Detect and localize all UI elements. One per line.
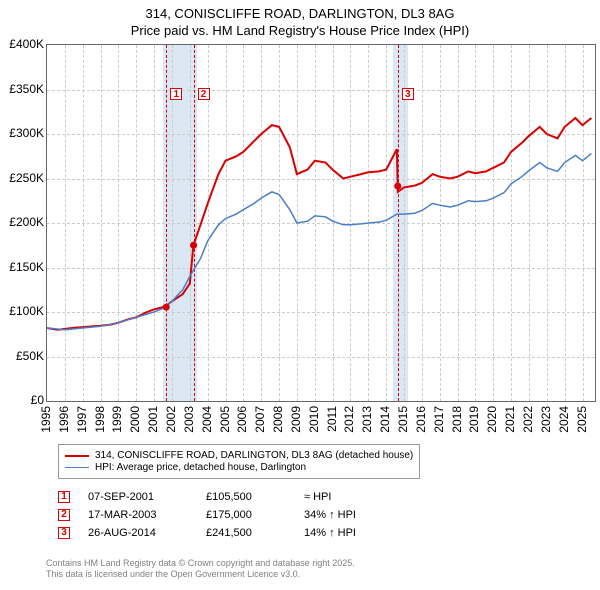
- events-row: 1 07-SEP-2001 £105,500 ≈ HPI: [58, 488, 394, 506]
- x-axis-label: 2022: [521, 406, 535, 433]
- event-note: 34% ↑ HPI: [304, 509, 394, 521]
- x-axis-label: 2011: [325, 406, 339, 432]
- x-axis-label: 2019: [467, 406, 481, 433]
- legend-swatch: [65, 455, 89, 457]
- x-axis-label: 2015: [396, 406, 410, 433]
- x-axis-label: 2006: [235, 406, 249, 433]
- data-point: [190, 242, 197, 249]
- x-axis-label: 2021: [503, 406, 517, 433]
- data-point: [394, 183, 401, 190]
- series-hpi: [47, 154, 591, 330]
- event-number-badge: 2: [58, 509, 70, 521]
- legend-item: HPI: Average price, detached house, Darl…: [65, 462, 413, 473]
- y-axis-label: £300K: [0, 126, 44, 140]
- y-axis-label: £150K: [0, 260, 44, 274]
- events-row: 3 26-AUG-2014 £241,500 14% ↑ HPI: [58, 524, 394, 542]
- x-axis-label: 2014: [378, 406, 392, 433]
- event-date: 17-MAR-2003: [88, 509, 188, 521]
- x-axis-label: 2002: [164, 406, 178, 433]
- legend-label: HPI: Average price, detached house, Darl…: [95, 462, 306, 473]
- x-axis-label: 2001: [146, 406, 160, 433]
- x-axis-label: 2008: [271, 406, 285, 433]
- x-axis-label: 2017: [432, 406, 446, 433]
- x-axis-label: 2012: [342, 406, 356, 433]
- x-axis-label: 2009: [289, 406, 303, 433]
- legend-label: 314, CONISCLIFFE ROAD, DARLINGTON, DL3 8…: [95, 450, 413, 461]
- event-note: 14% ↑ HPI: [304, 527, 394, 539]
- x-axis-label: 2000: [128, 406, 142, 433]
- x-axis-label: 1996: [57, 406, 71, 433]
- x-axis-label: 2003: [182, 406, 196, 433]
- x-axis-label: 1995: [39, 406, 53, 433]
- event-date: 07-SEP-2001: [88, 491, 188, 503]
- y-axis-label: £100K: [0, 304, 44, 318]
- y-axis-label: £50K: [0, 349, 44, 363]
- x-axis-label: 2016: [414, 406, 428, 433]
- chart-svg: [47, 45, 595, 401]
- legend-swatch: [65, 467, 89, 468]
- title-line-2: Price paid vs. HM Land Registry's House …: [0, 23, 600, 40]
- x-axis-label: 2023: [539, 406, 553, 433]
- x-axis-label: 2005: [218, 406, 232, 433]
- plot-area: 123: [46, 44, 596, 402]
- legend: 314, CONISCLIFFE ROAD, DARLINGTON, DL3 8…: [58, 444, 420, 479]
- legend-item: 314, CONISCLIFFE ROAD, DARLINGTON, DL3 8…: [65, 450, 413, 461]
- event-number-badge: 1: [58, 491, 70, 503]
- y-axis-label: £400K: [0, 37, 44, 51]
- y-axis-label: £0: [0, 393, 44, 407]
- event-number-badge: 3: [58, 527, 70, 539]
- data-point: [163, 304, 170, 311]
- x-axis-label: 2013: [360, 406, 374, 433]
- x-axis-label: 1997: [75, 406, 89, 433]
- x-axis-label: 2010: [307, 406, 321, 433]
- x-axis-label: 2007: [253, 406, 267, 433]
- y-axis-label: £250K: [0, 171, 44, 185]
- chart-title: 314, CONISCLIFFE ROAD, DARLINGTON, DL3 8…: [0, 0, 600, 40]
- footer-line-1: Contains HM Land Registry data © Crown c…: [46, 558, 355, 569]
- event-note: ≈ HPI: [304, 491, 394, 503]
- y-axis-label: £350K: [0, 82, 44, 96]
- x-axis-label: 2018: [450, 406, 464, 433]
- x-axis-label: 2020: [485, 406, 499, 433]
- x-axis-label: 1998: [93, 406, 107, 433]
- event-date: 26-AUG-2014: [88, 527, 188, 539]
- x-axis-label: 2025: [575, 406, 589, 433]
- y-axis-label: £200K: [0, 215, 44, 229]
- footer-line-2: This data is licensed under the Open Gov…: [46, 569, 355, 580]
- event-price: £175,000: [206, 509, 286, 521]
- title-line-1: 314, CONISCLIFFE ROAD, DARLINGTON, DL3 8…: [0, 6, 600, 23]
- x-axis-label: 1999: [110, 406, 124, 433]
- x-axis-label: 2004: [200, 406, 214, 433]
- event-price: £241,500: [206, 527, 286, 539]
- x-axis-label: 2024: [557, 406, 571, 433]
- events-row: 2 17-MAR-2003 £175,000 34% ↑ HPI: [58, 506, 394, 524]
- attribution-footer: Contains HM Land Registry data © Crown c…: [46, 558, 355, 580]
- series-price_paid: [47, 118, 591, 330]
- events-table: 1 07-SEP-2001 £105,500 ≈ HPI 2 17-MAR-2003 £17…: [58, 488, 394, 542]
- event-price: £105,500: [206, 491, 286, 503]
